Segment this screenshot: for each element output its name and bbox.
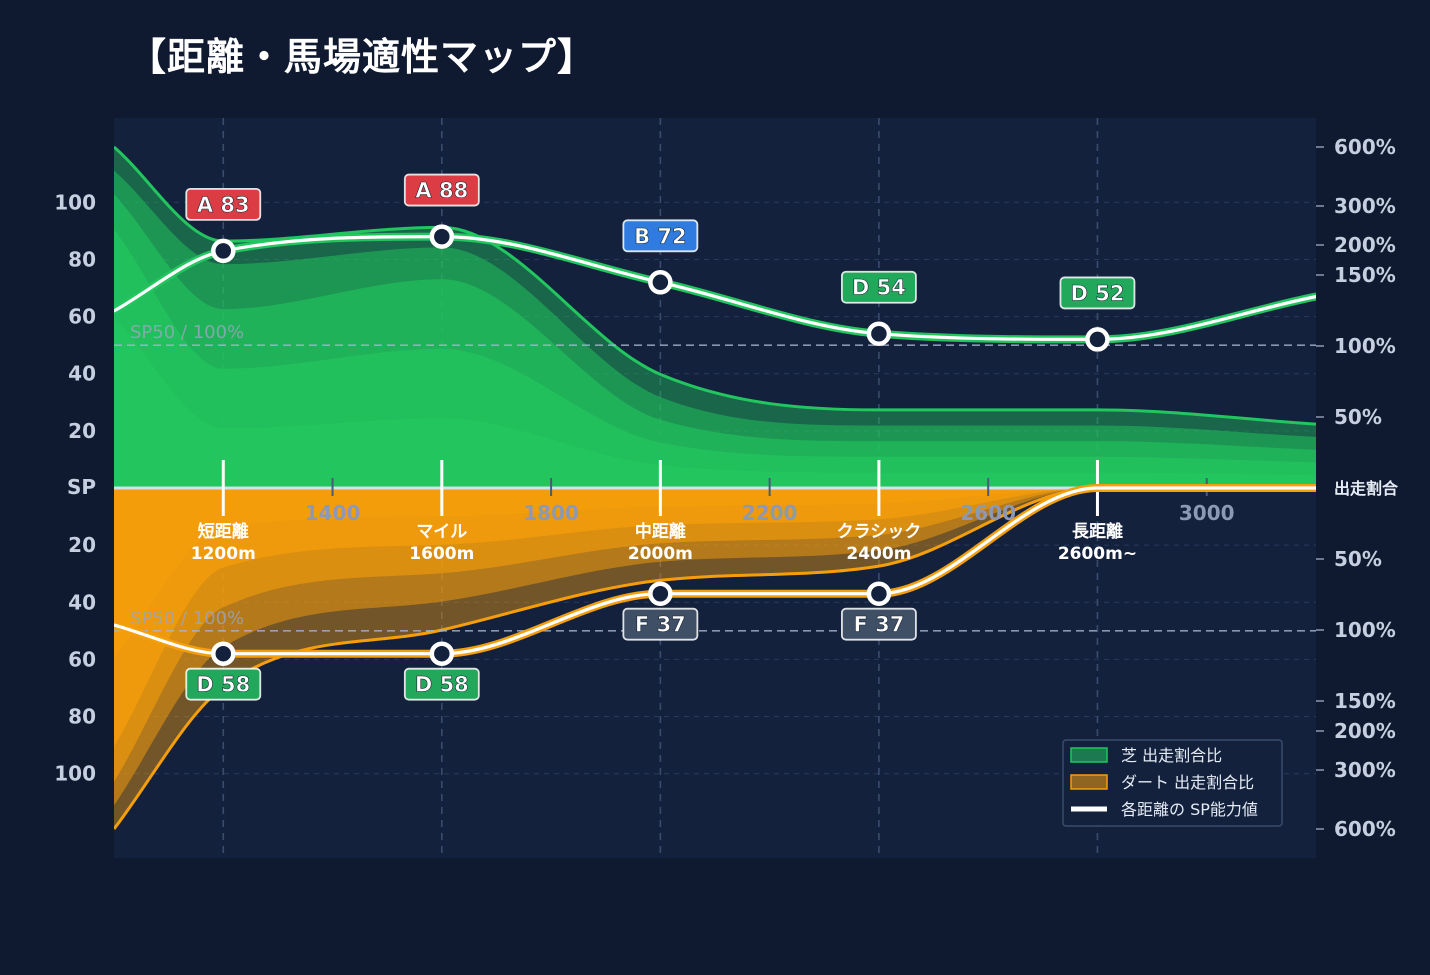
- rank-badge-text: F 37: [635, 613, 686, 637]
- sp-point: [866, 581, 892, 606]
- rank-badge: [1059, 276, 1136, 310]
- reference-line-label: SP50 / 100%: [130, 322, 244, 343]
- rank-badge-text: A 83: [197, 193, 250, 217]
- sp-point: [648, 581, 673, 606]
- axis-layer: 1400 1800 2200 2600 3000短距離1200mマイル1600m中距離2…: [54, 135, 1399, 841]
- rank-badge-text: D 58: [415, 673, 469, 697]
- rank-badge: [841, 607, 917, 641]
- y-right-tick-label: 150%: [1334, 689, 1396, 713]
- y-right-tick-label: 600%: [1334, 135, 1396, 159]
- distance-category-name: マイル: [416, 522, 467, 542]
- sp-point: [429, 224, 455, 249]
- y-left-tick-label: 40: [68, 590, 96, 614]
- reference-line-label: SP50 / 100%: [130, 608, 244, 629]
- y-left-tick-label: 60: [68, 647, 96, 671]
- y-right-tick-label: 150%: [1334, 263, 1396, 287]
- y-left-tick-label: 80: [68, 247, 96, 271]
- y-right-tick-label: 100%: [1334, 334, 1396, 358]
- turf-ratio-outline: [114, 145, 1316, 426]
- rank-badge-text: A 88: [415, 179, 468, 203]
- distance-category-meters: 2600m~: [1058, 544, 1137, 564]
- distance-category-meters: 1600m: [409, 544, 474, 564]
- y-left-center-label: SP: [67, 475, 96, 499]
- distance-category-name: クラシック: [837, 522, 922, 542]
- distance-category-name: 短距離: [198, 521, 249, 542]
- rank-badge: [841, 270, 917, 304]
- dirt-sp-line: [114, 486, 1316, 656]
- rank-badge: [185, 667, 262, 701]
- y-left-tick-label: 40: [68, 362, 96, 386]
- y-right-tick-label: 300%: [1334, 758, 1396, 782]
- rank-badge-text: D 58: [196, 673, 250, 697]
- reference-layer: SP50 / 100% SP50 / 100%: [114, 322, 1316, 632]
- x-tick-label: 1400: [305, 501, 361, 525]
- sp-point: [429, 641, 455, 666]
- rank-badge: [403, 173, 480, 207]
- rank-badge-text: F 37: [853, 613, 904, 637]
- area-layer: [114, 145, 1316, 830]
- sp-point: [648, 270, 673, 295]
- sp-point: [1085, 327, 1110, 352]
- turf-ratio-band: [114, 317, 1316, 488]
- y-left-tick-label: 60: [68, 305, 96, 329]
- rank-badge-text: B 72: [634, 224, 687, 248]
- y-left-tick-label: 80: [68, 705, 96, 729]
- distance-category-meters: 2400m: [846, 544, 911, 564]
- distance-category-meters: 2000m: [628, 544, 693, 564]
- legend-label: 各距離の SP能力値: [1121, 800, 1258, 819]
- x-tick-label: 1800: [523, 501, 579, 525]
- legend-swatch: [1070, 747, 1108, 763]
- y-left-tick-label: 100: [54, 190, 96, 214]
- distance-category-meters: 1200m: [191, 544, 256, 564]
- y-left-tick-label: 20: [68, 419, 96, 443]
- rank-badge: [622, 219, 699, 253]
- x-tick-label: 3000: [1179, 501, 1235, 525]
- y-right-tick-label: 100%: [1334, 618, 1396, 642]
- rank-badge-text: D 54: [852, 276, 906, 300]
- y-right-tick-label: 50%: [1334, 405, 1382, 429]
- y-left-tick-label: 100: [54, 762, 96, 786]
- y-right-tick-label: 300%: [1334, 194, 1396, 218]
- y-right-tick-label: 200%: [1334, 719, 1396, 743]
- sp-point: [211, 238, 236, 264]
- rank-badge: [185, 187, 262, 221]
- legend-label: 芝 出走割合比: [1121, 746, 1222, 765]
- legend-label: ダート 出走割合比: [1121, 773, 1254, 792]
- dirt-ratio-band: [114, 488, 1316, 659]
- dirt-ratio-band: [114, 488, 1316, 782]
- x-tick-label: 2200: [742, 501, 798, 525]
- x-tick-label: 2600: [960, 501, 1016, 525]
- rank-badge-text: D 52: [1070, 281, 1124, 305]
- sp-point: [866, 321, 892, 346]
- y-right-tick-label: 200%: [1334, 233, 1396, 257]
- sp-point: [211, 641, 236, 666]
- legend-swatch: [1070, 774, 1108, 790]
- marker-layer: A 83 A 88 B 72 D 54 D 52 D 58 D 58 F 37 F 37: [185, 173, 1136, 701]
- y-left-tick-label: 20: [68, 533, 96, 557]
- y-right-tick-label: 50%: [1334, 547, 1382, 571]
- distance-category-name: 中距離: [635, 521, 686, 542]
- distance-category-name: 長距離: [1072, 521, 1123, 542]
- chart-title: 【距離・馬場適性マップ】: [128, 35, 597, 79]
- y-right-tick-label: 600%: [1334, 817, 1396, 841]
- rank-badge: [622, 607, 699, 641]
- rank-badge: [403, 667, 480, 701]
- legend-box: [1062, 739, 1283, 827]
- y-right-center-label: 出走割合: [1334, 479, 1399, 498]
